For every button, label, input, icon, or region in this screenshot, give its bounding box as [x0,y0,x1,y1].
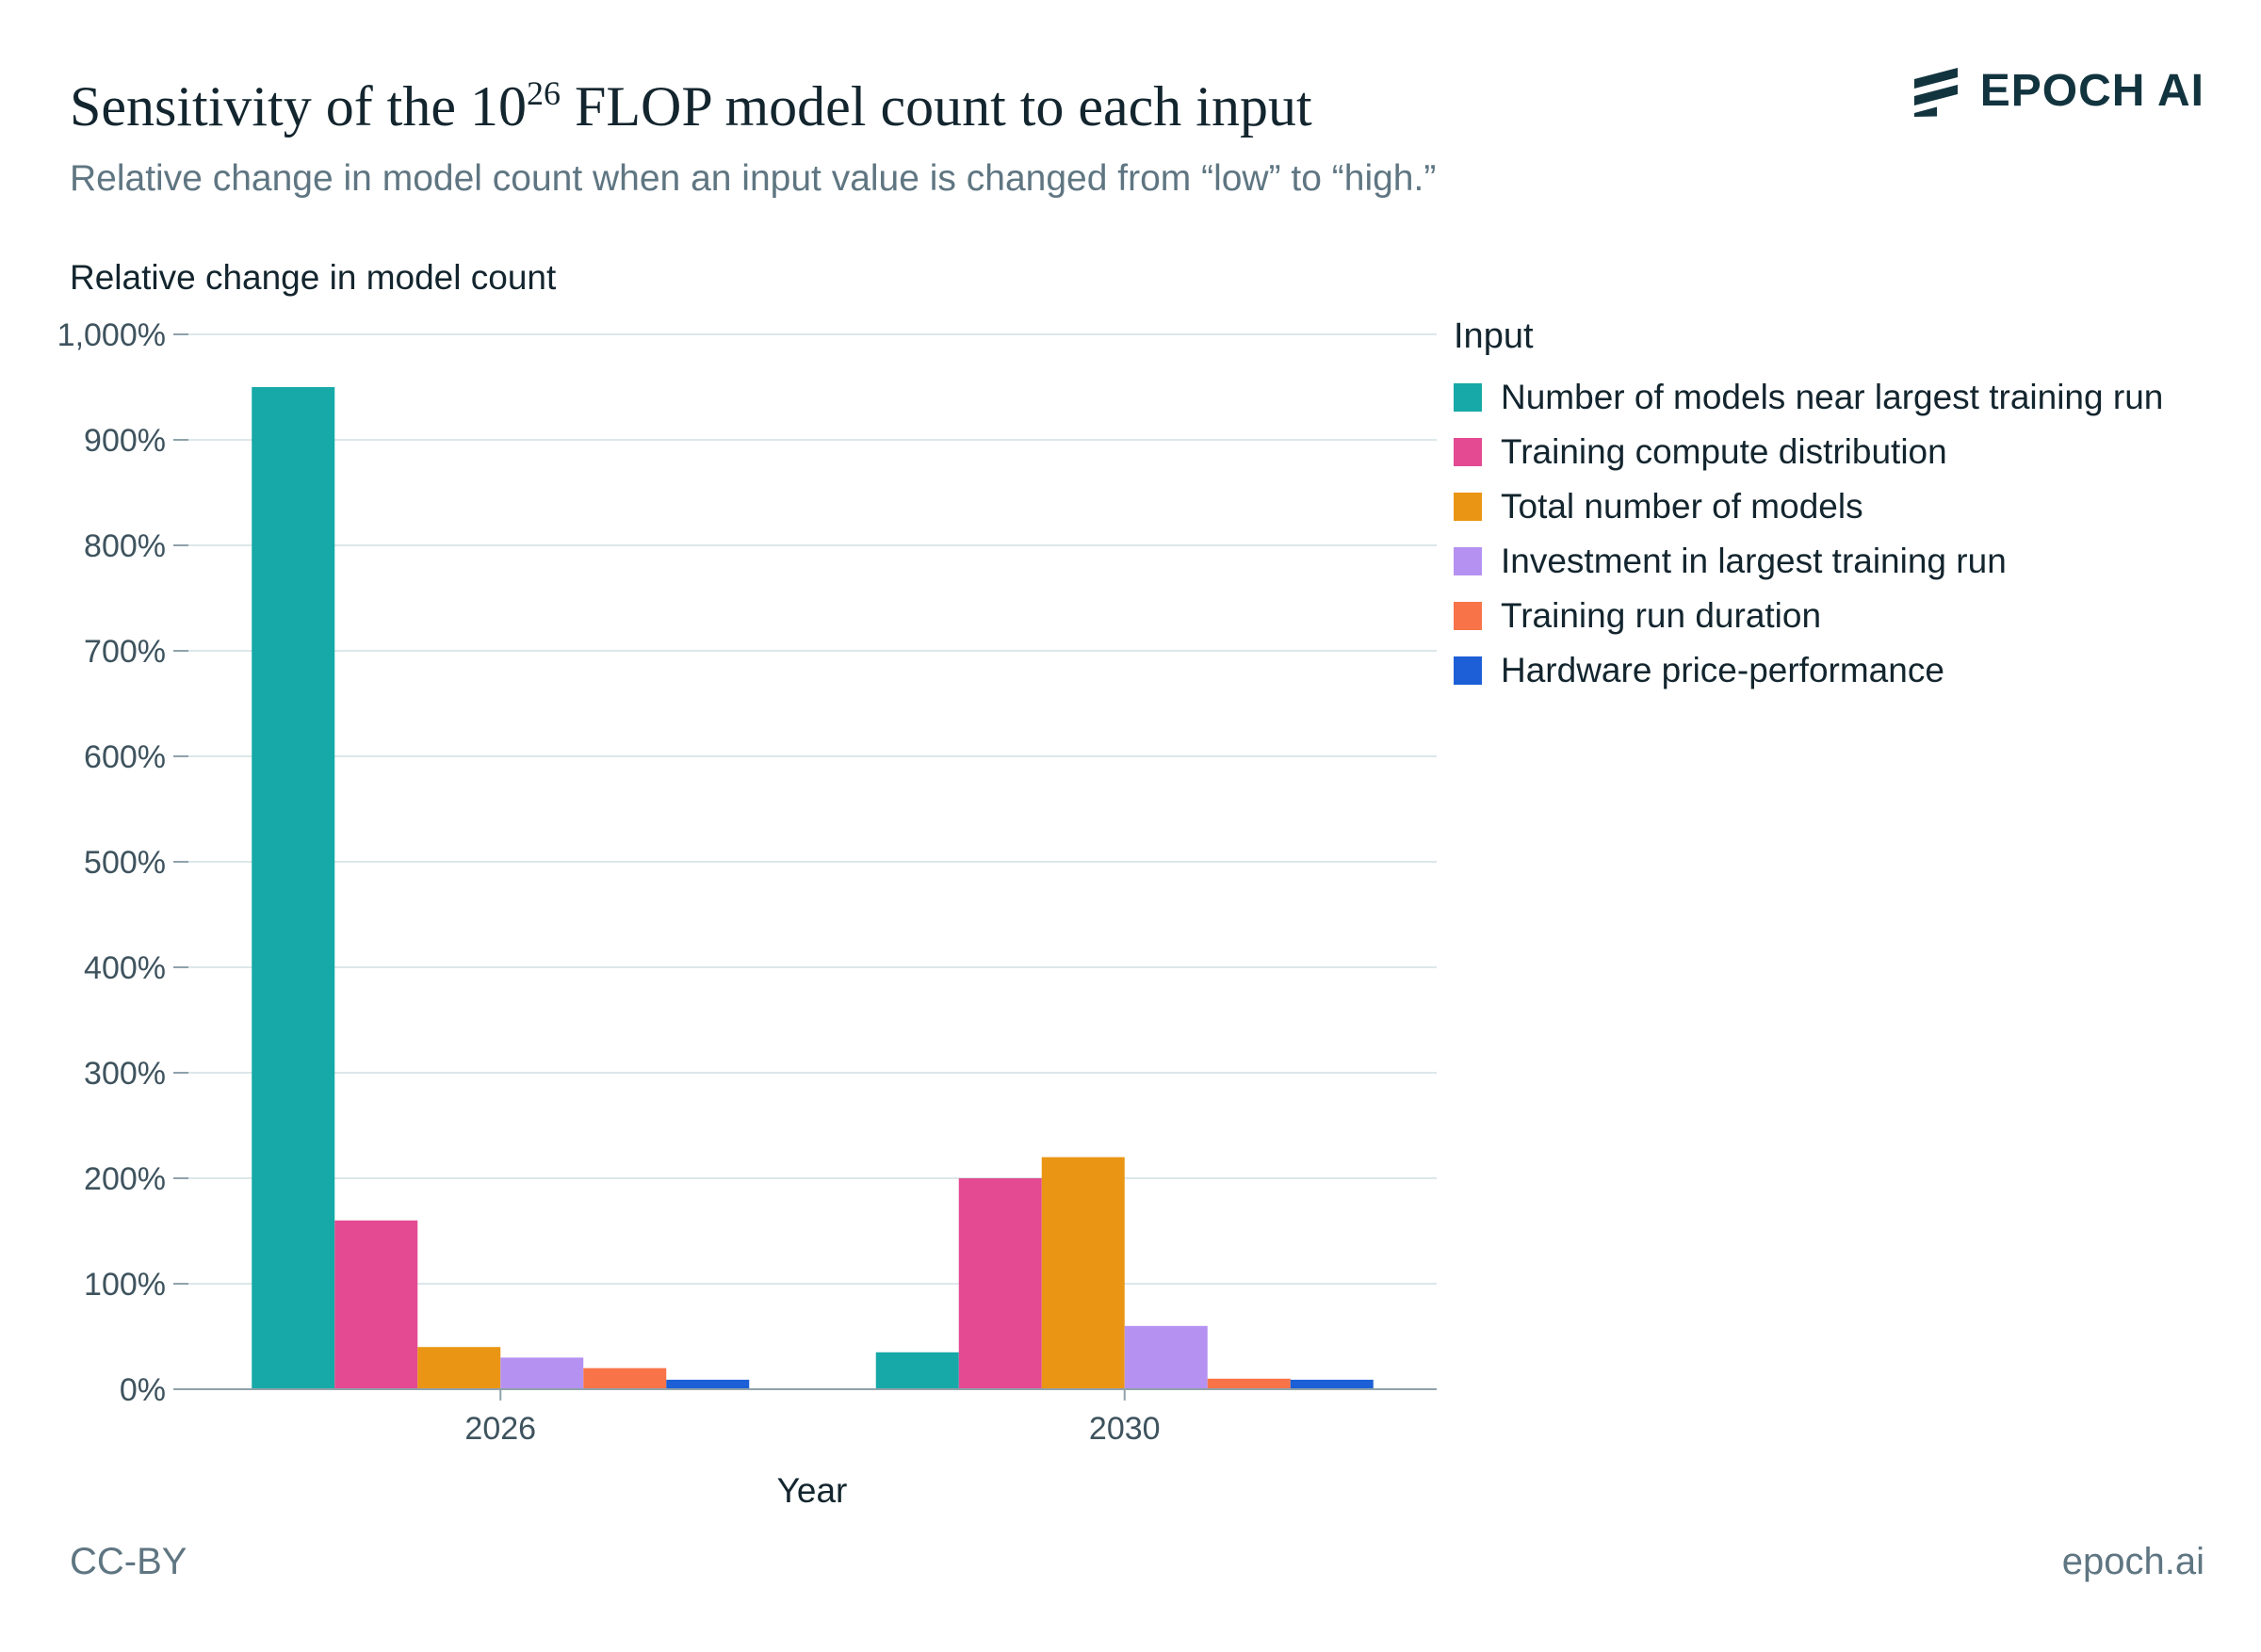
bar [252,387,335,1389]
logo-text: EPOCH AI [1979,65,2204,116]
x-tick-label: 2026 [464,1411,536,1447]
legend-item[interactable]: Training run duration [1454,589,2163,643]
legend-swatch [1454,493,1482,521]
legend-swatch [1454,602,1482,630]
grid-lines [188,333,1437,1285]
legend-swatch [1454,656,1482,685]
epoch-stripes-icon [1913,68,1958,117]
legend-item[interactable]: Investment in largest training run [1454,534,2163,589]
bar [500,1357,584,1389]
legend-items: Number of models near largest training r… [1454,370,2163,698]
legend-swatch [1454,547,1482,575]
bar [334,1220,418,1389]
y-tick-label: 100% [84,1267,166,1303]
x-axis-title: Year [777,1471,848,1510]
legend-item[interactable]: Training compute distribution [1454,425,2163,479]
chart-subtitle: Relative change in model count when an i… [70,158,1437,199]
y-tick-label: 300% [84,1056,166,1092]
bar [583,1368,667,1389]
legend-swatch [1454,383,1482,412]
y-tick-label: 600% [84,739,166,775]
y-axis-title: Relative change in model count [70,258,557,297]
bar [666,1379,750,1389]
legend-label: Hardware price-performance [1501,651,1944,689]
axes: 0% 100% 200% 300% 400% 500% 600% 700% 800% 900% 1,… [57,317,1437,1447]
y-tick-label: 800% [84,528,166,564]
bar [875,1352,959,1389]
y-tick-label: 0% [120,1372,166,1408]
legend-label: Number of models near largest training r… [1501,378,2164,416]
bars [252,387,1374,1389]
site-link[interactable]: epoch.ai [2061,1541,2204,1582]
bar [417,1347,501,1389]
legend-label: Total number of models [1501,487,1863,526]
bar [1290,1379,1374,1389]
legend-item[interactable]: Hardware price-performance [1454,643,2163,698]
y-tick-label: 1,000% [57,317,166,353]
bar [1207,1378,1291,1389]
y-tick-label: 500% [84,845,166,881]
legend-label: Training compute distribution [1501,432,1947,471]
bar [958,1178,1042,1389]
bar [1041,1157,1125,1389]
y-tick-label: 700% [84,634,166,670]
x-tick-label: 2030 [1089,1411,1161,1447]
bar [1124,1325,1208,1389]
legend-title: Input [1454,316,1534,356]
legend-item[interactable]: Number of models near largest training r… [1454,370,2163,425]
legend-item[interactable]: Total number of models [1454,479,2163,534]
y-tick-label: 900% [84,423,166,459]
license-label: CC-BY [70,1541,187,1582]
y-tick-label: 400% [84,950,166,986]
legend-label: Investment in largest training run [1501,542,2007,580]
y-tick-label: 200% [84,1161,166,1197]
legend-swatch [1454,438,1482,466]
legend-label: Training run duration [1501,596,1822,635]
epoch-logo[interactable]: EPOCH AI [1909,64,2204,117]
legend: Input Number of models near largest trai… [1454,316,2163,698]
chart-title: Sensitivity of the 1026 FLOP model count… [70,74,1312,138]
